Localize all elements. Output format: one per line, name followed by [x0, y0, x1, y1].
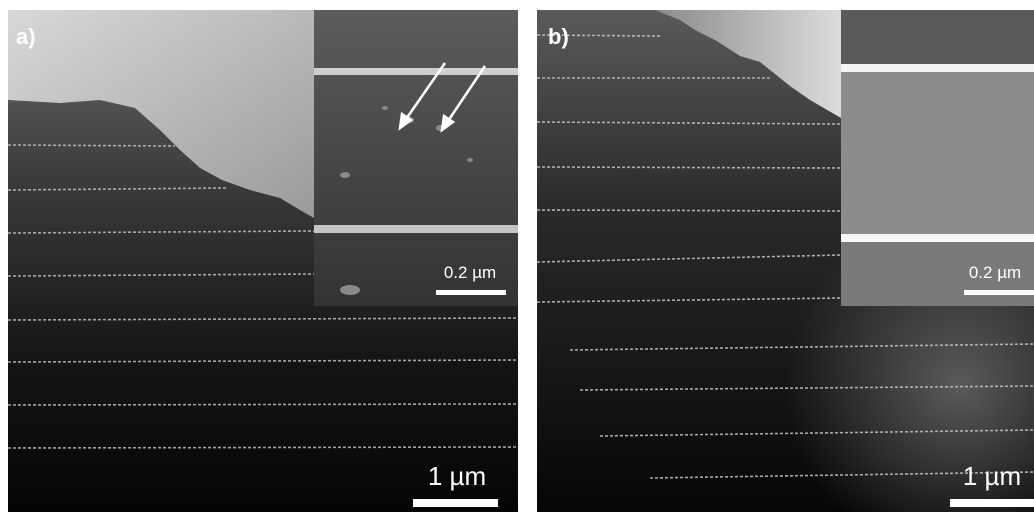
inset-scale-bar — [436, 290, 506, 295]
figure: a) 0.2 µm 1 µm b) 0.2 µm 1 µ — [0, 0, 1034, 513]
scale-label: 1 µm — [428, 461, 486, 491]
inset-scale-label: 0.2 µm — [969, 263, 1021, 282]
scale-bar — [950, 499, 1034, 507]
inset-line — [314, 225, 518, 233]
panel-b: b) 0.2 µm 1 µm — [537, 10, 1034, 512]
inset-region — [841, 10, 1034, 68]
panel-label: b) — [548, 24, 569, 49]
inset — [314, 10, 518, 306]
inset-scale-bar — [964, 290, 1034, 295]
inset-line — [841, 64, 1034, 72]
panel-label: a) — [16, 24, 36, 49]
inset-line — [841, 234, 1034, 242]
scale-bar — [413, 499, 498, 507]
inset-scale-label: 0.2 µm — [444, 263, 496, 282]
scale-label: 1 µm — [963, 461, 1021, 491]
panel-a: a) 0.2 µm 1 µm — [8, 10, 518, 512]
inset-line — [314, 68, 518, 75]
